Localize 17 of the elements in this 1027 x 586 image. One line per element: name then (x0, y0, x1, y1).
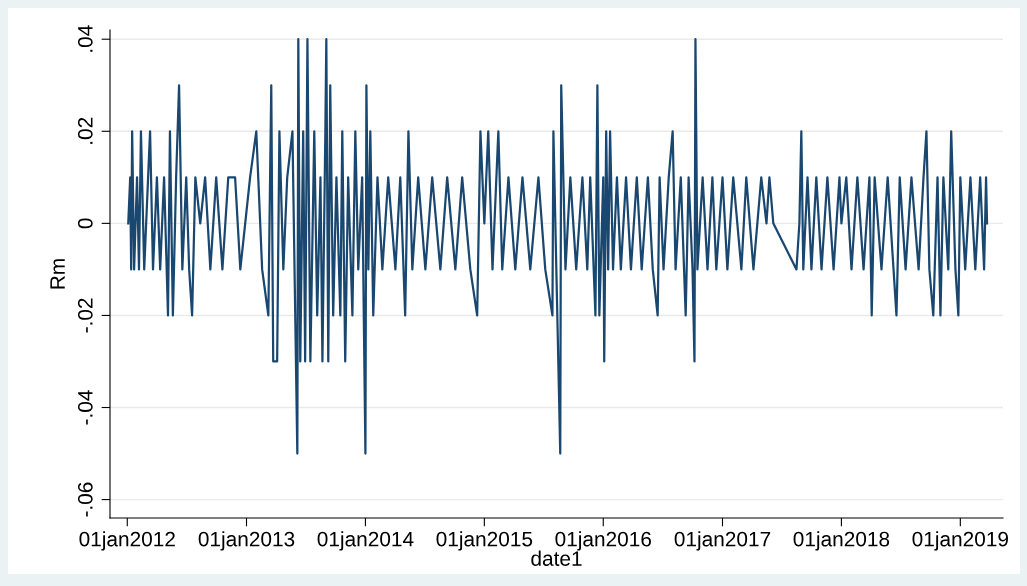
y-tick-label: 0 (77, 218, 93, 229)
y-tick-label: -.02 (77, 298, 93, 333)
y-axis-title: Rm (50, 259, 65, 289)
x-tick-label: 01jan2015 (436, 531, 533, 551)
y-tick-label: -.06 (77, 482, 93, 517)
x-tick-label: 01jan2018 (793, 531, 890, 551)
x-tick-label: 01jan2019 (912, 531, 1008, 551)
y-tick-label: .04 (77, 25, 93, 52)
x-tick-label: 01jan2016 (555, 531, 651, 551)
x-tick-label: 01jan2014 (317, 531, 414, 551)
y-tick-label: -.04 (77, 390, 93, 425)
x-axis-title: date1 (531, 550, 582, 566)
x-tick-label: 01jan2017 (674, 531, 771, 551)
x-tick-label: 01jan2012 (79, 531, 175, 551)
line-series (127, 38, 989, 455)
y-tick-label: .02 (77, 117, 93, 144)
x-tick-label: 01jan2013 (198, 531, 295, 551)
